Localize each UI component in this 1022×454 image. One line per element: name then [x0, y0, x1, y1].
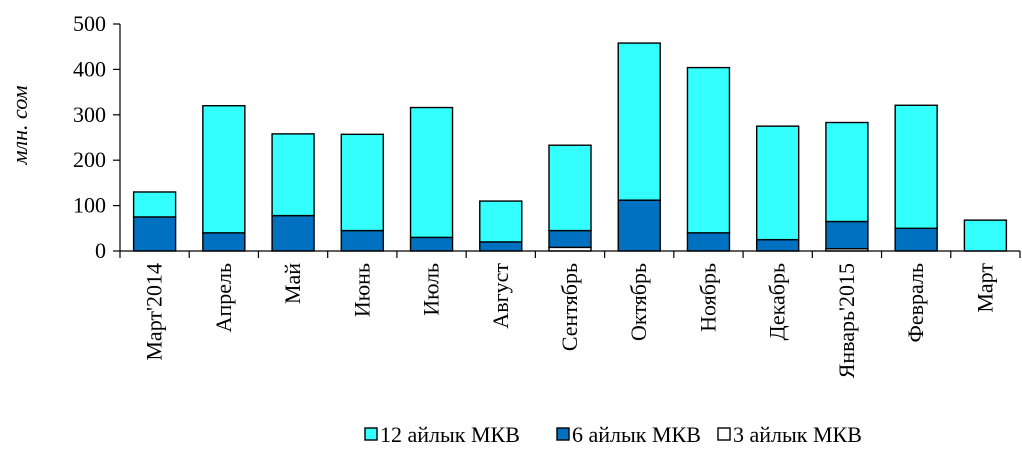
y-tick-label: 100 — [73, 193, 106, 218]
x-tick-label: Март — [972, 263, 997, 313]
bar-segment — [409, 236, 454, 252]
bar-segment — [548, 144, 592, 232]
x-tick-label: Май — [280, 263, 305, 304]
bar-segment — [202, 105, 246, 234]
bar-segment — [825, 121, 869, 223]
x-tick-label: Апрель — [211, 263, 236, 332]
legend-swatch — [556, 427, 570, 441]
y-axis-title: млн. сом — [7, 86, 32, 166]
bar-segment — [271, 133, 315, 217]
bar-segment — [755, 125, 800, 241]
bar-segment — [617, 42, 661, 201]
x-tick-label: Октябрь — [626, 263, 651, 341]
y-tick-label: 200 — [73, 147, 106, 172]
x-tick-label: Сентябрь — [557, 263, 582, 351]
y-tick-label: 400 — [73, 56, 106, 81]
x-tick-label: Июль — [419, 263, 444, 316]
y-tick-label: 300 — [73, 102, 106, 127]
x-tick-label: Январь'2015 — [834, 263, 859, 378]
y-tick-label: 0 — [95, 238, 106, 263]
x-tick-label: Ноябрь — [695, 263, 720, 332]
y-axis: 0 100 200 300 400 500 — [73, 11, 121, 263]
bar-segment — [894, 104, 938, 229]
bar-segment — [202, 232, 246, 252]
bar-segment — [548, 229, 592, 249]
x-tick-label: Декабрь — [765, 263, 790, 340]
bar-segment — [271, 214, 315, 252]
bar-segment — [755, 238, 800, 252]
bar-segment — [825, 220, 869, 250]
x-tick-label: Февраль — [903, 263, 928, 343]
legend-label: 6 айлык МКВ — [572, 422, 701, 447]
bar-segment — [479, 241, 523, 252]
bar-segment — [686, 232, 731, 252]
y-tick-label: 500 — [73, 11, 106, 36]
bar-segment — [340, 229, 385, 252]
legend-swatch — [717, 427, 731, 441]
bar-segment — [963, 219, 1008, 252]
legend-swatch — [364, 427, 378, 441]
legend-label: 3 айлык МКВ — [733, 422, 862, 447]
bar-segment — [686, 66, 731, 234]
x-tick-label: Март'2014 — [142, 263, 167, 361]
bar-segment — [617, 199, 661, 252]
bar-segment — [409, 106, 454, 239]
bar-segment — [479, 200, 523, 243]
legend: 12 айлык МКВ 6 айлык МКВ 3 айлык МКВ — [364, 422, 862, 447]
x-axis: Март'2014 Апрель Май Июнь Июль Август Сентябрь… — [119, 250, 1021, 378]
bars — [132, 42, 1008, 252]
bar-segment — [132, 191, 177, 218]
legend-label: 12 айлык МКВ — [380, 422, 520, 447]
x-tick-label: Июнь — [349, 263, 374, 317]
bar-segment — [340, 133, 385, 232]
bar-segment — [894, 227, 938, 252]
bar-segment — [132, 216, 177, 252]
x-tick-label: Август — [488, 263, 513, 329]
